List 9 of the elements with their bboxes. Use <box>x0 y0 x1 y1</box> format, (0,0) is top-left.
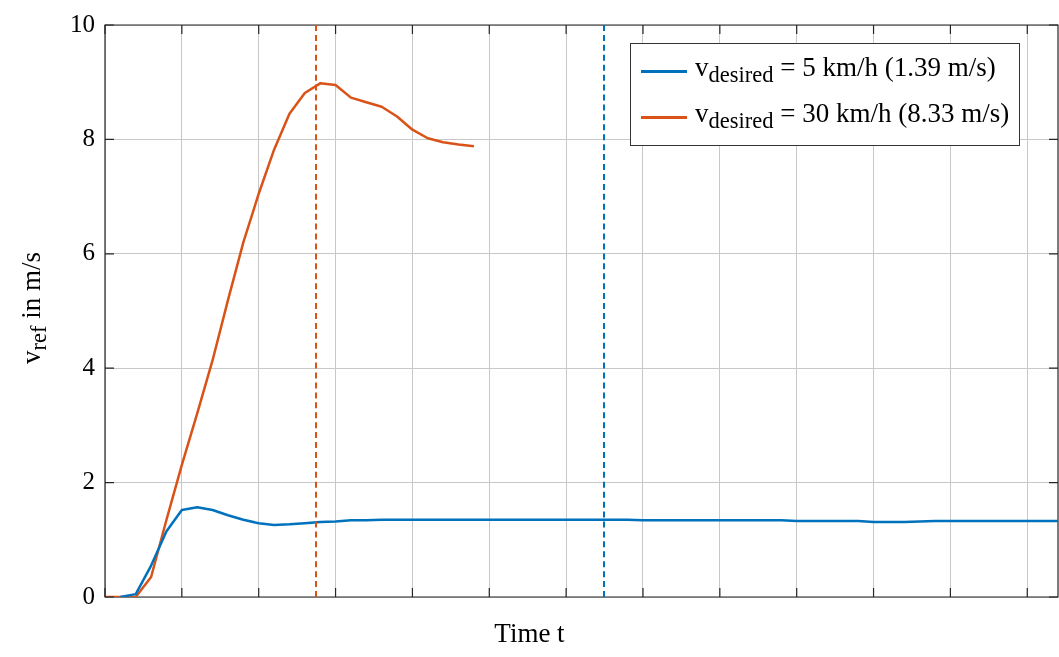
y-tick-label: 4 <box>82 352 96 380</box>
y-tick-label: 0 <box>82 581 95 609</box>
y-tick-label: 6 <box>82 238 95 266</box>
y-tick-label: 8 <box>82 123 95 151</box>
y-tick-label: 2 <box>82 467 95 495</box>
legend-label: v$_{desired}$ = 5 km/h (1.39 m/s) <box>695 51 996 90</box>
y-tick-label: 10 <box>70 9 95 37</box>
legend-label: v$_{desired}$ = 30 km/h (8.33 m/s) <box>695 97 1010 136</box>
x-axis-title: Time t <box>493 618 566 649</box>
